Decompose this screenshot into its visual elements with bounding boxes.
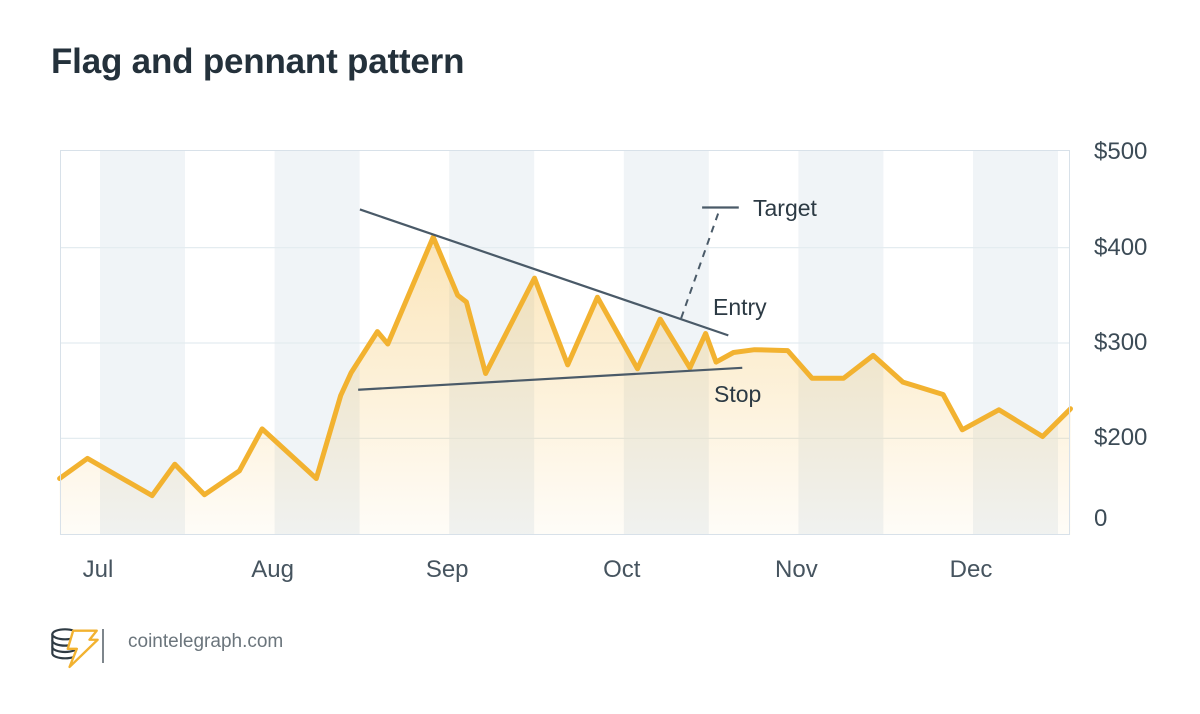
price-area-fill (59, 237, 1071, 535)
breakout-dashed-line (680, 209, 721, 319)
lower-trendline (358, 366, 743, 391)
footer-site-text: cointelegraph.com (128, 631, 284, 652)
x-axis-label: Sep (425, 556, 469, 583)
x-axis-label: Dec (949, 556, 993, 583)
price-line (57, 234, 1073, 499)
plot-border (60, 150, 1070, 535)
x-axis-label: Nov (775, 556, 818, 583)
upper-trendline (359, 208, 729, 337)
cointelegraph-logo-icon (51, 628, 99, 669)
footer-divider (102, 629, 104, 663)
y-axis-label: $400 (1094, 233, 1148, 261)
annotation-target-label: Target (753, 195, 817, 221)
footer: cointelegraph.com (0, 618, 1200, 678)
y-axis-label: $200 (1094, 424, 1148, 452)
annotation-entry-label: Entry (713, 294, 767, 320)
annotation-stop-label: Stop (714, 381, 762, 407)
x-axis-label: Aug (251, 556, 294, 583)
y-axis-label: $300 (1094, 329, 1148, 356)
y-axis-label: 0 (1094, 505, 1108, 532)
x-axis-label: Jul (82, 556, 114, 583)
x-axis-label: Oct (603, 556, 641, 583)
y-axis-label: $500 (1094, 138, 1148, 166)
page-title: Flag and pennant pattern (51, 42, 465, 81)
